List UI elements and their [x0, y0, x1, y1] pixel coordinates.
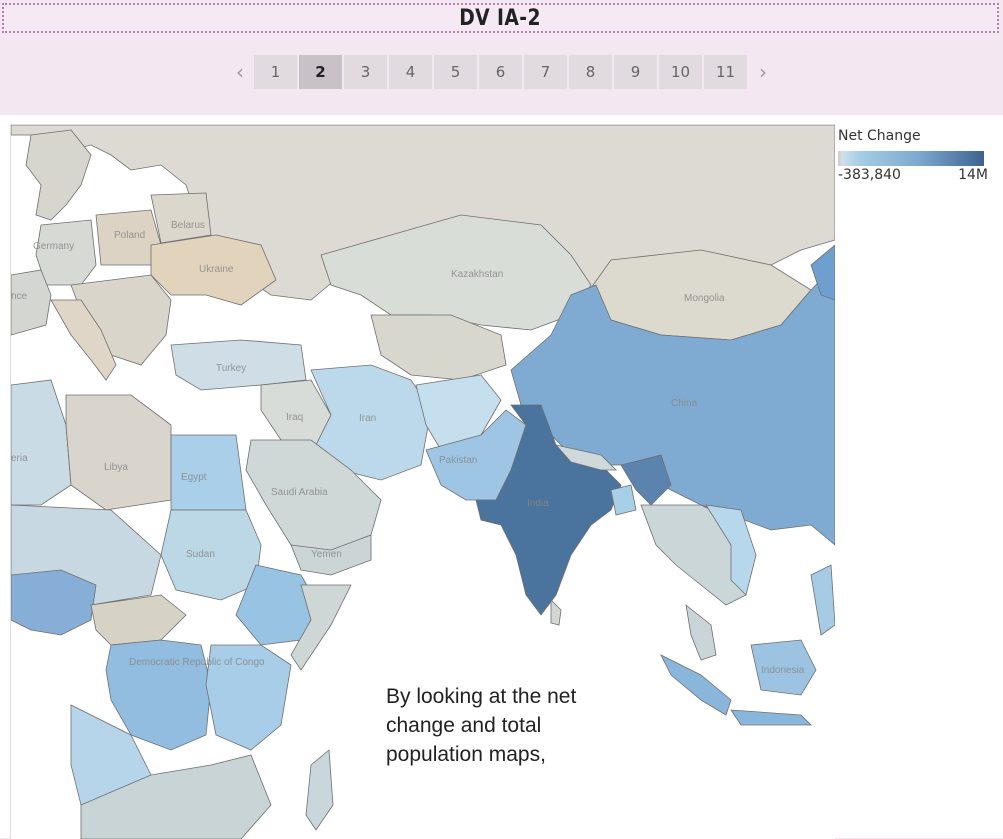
country-italy[interactable]	[50, 299, 117, 381]
annotation-line-3: population maps,	[386, 743, 546, 766]
country-east-africa[interactable]	[205, 644, 292, 751]
country-vietnam[interactable]	[705, 504, 757, 596]
country-somalia[interactable]	[290, 584, 352, 671]
country-ukraine[interactable]	[150, 234, 277, 306]
page-button-8[interactable]: 8	[569, 55, 612, 89]
label-pakistan: Pakistan	[439, 455, 477, 466]
label-indonesia: Indonesia	[761, 665, 805, 676]
label-germany: Germany	[33, 241, 74, 252]
country-iran[interactable]	[310, 364, 432, 481]
dashboard-title-bar: DV IA-2	[2, 3, 999, 33]
country-france[interactable]	[11, 269, 52, 336]
label-sudan: Sudan	[186, 549, 215, 560]
label-drc: Democratic Republic of Congo	[129, 657, 265, 668]
label-ukraine: Ukraine	[199, 264, 234, 275]
label-libya: Libya	[104, 462, 128, 473]
country-malaysia[interactable]	[685, 604, 717, 661]
legend-range: -383,840 14M	[838, 167, 988, 183]
country-kazakhstan[interactable]	[320, 214, 592, 331]
label-china: China	[671, 398, 698, 409]
page-button-6[interactable]: 6	[479, 55, 522, 89]
page-button-9[interactable]: 9	[614, 55, 657, 89]
country-scandinavia[interactable]	[25, 129, 92, 221]
legend-title: Net Change	[838, 128, 921, 144]
label-saudi: Saudi Arabia	[271, 487, 328, 498]
label-kazakhstan: Kazakhstan	[451, 269, 503, 280]
country-east-coast[interactable]	[810, 244, 835, 301]
country-drc[interactable]	[105, 639, 212, 751]
chevron-right-icon[interactable]: ›	[759, 60, 767, 84]
country-libya[interactable]	[65, 394, 172, 511]
country-central-asia[interactable]	[370, 314, 507, 381]
label-iran: Iran	[359, 413, 376, 424]
page-button-11[interactable]: 11	[704, 55, 747, 89]
map-svg[interactable]: Germany Poland Belarus Ukraine nce Turke…	[11, 125, 835, 839]
color-legend: Net Change -383,840 14M	[838, 128, 998, 183]
story-pager: ‹ 1 2 3 4 5 6 7 8 9 10 11 ›	[230, 55, 773, 89]
label-yemen: Yemen	[311, 549, 342, 560]
page-button-10[interactable]: 10	[659, 55, 702, 89]
net-change-map[interactable]: Germany Poland Belarus Ukraine nce Turke…	[10, 124, 835, 839]
label-belarus: Belarus	[171, 220, 205, 231]
story-annotation: By looking at the net change and total p…	[386, 682, 646, 769]
annotation-line-1: By looking at the net	[386, 685, 577, 708]
country-bangladesh[interactable]	[610, 484, 637, 516]
country-sri-lanka[interactable]	[550, 599, 562, 626]
legend-min-label: -383,840	[838, 167, 901, 183]
country-madagascar[interactable]	[305, 749, 334, 831]
page-button-4[interactable]: 4	[389, 55, 432, 89]
label-turkey: Turkey	[216, 363, 246, 374]
dashboard-title: DV IA-2	[459, 5, 542, 31]
page-button-7[interactable]: 7	[524, 55, 567, 89]
legend-max-label: 14M	[958, 167, 988, 183]
country-southern-africa[interactable]	[80, 754, 272, 839]
label-poland: Poland	[114, 230, 145, 241]
country-germany[interactable]	[35, 219, 97, 286]
country-belarus[interactable]	[150, 192, 212, 244]
page-button-1[interactable]: 1	[254, 55, 297, 89]
country-algeria[interactable]	[11, 379, 72, 506]
country-indonesia-java[interactable]	[730, 709, 812, 726]
label-france: nce	[11, 291, 28, 302]
annotation-line-2: change and total	[386, 714, 542, 737]
country-philippines[interactable]	[810, 564, 835, 636]
country-yemen[interactable]	[290, 534, 372, 576]
country-nepal[interactable]	[554, 444, 617, 471]
page-button-2[interactable]: 2	[299, 55, 342, 89]
label-mongolia: Mongolia	[684, 293, 725, 304]
page-button-3[interactable]: 3	[344, 55, 387, 89]
country-nigeria[interactable]	[11, 569, 97, 636]
label-india: India	[527, 498, 549, 509]
label-algeria: eria	[11, 453, 28, 464]
chevron-left-icon[interactable]: ‹	[236, 60, 244, 84]
country-myanmar[interactable]	[620, 454, 672, 506]
country-indonesia-borneo[interactable]	[750, 639, 817, 696]
label-egypt: Egypt	[181, 472, 207, 483]
country-indonesia-sumatra[interactable]	[660, 654, 732, 716]
page-button-5[interactable]: 5	[434, 55, 477, 89]
label-iraq: Iraq	[286, 412, 303, 423]
legend-gradient-bar	[838, 151, 984, 166]
country-sudan[interactable]	[160, 509, 262, 601]
